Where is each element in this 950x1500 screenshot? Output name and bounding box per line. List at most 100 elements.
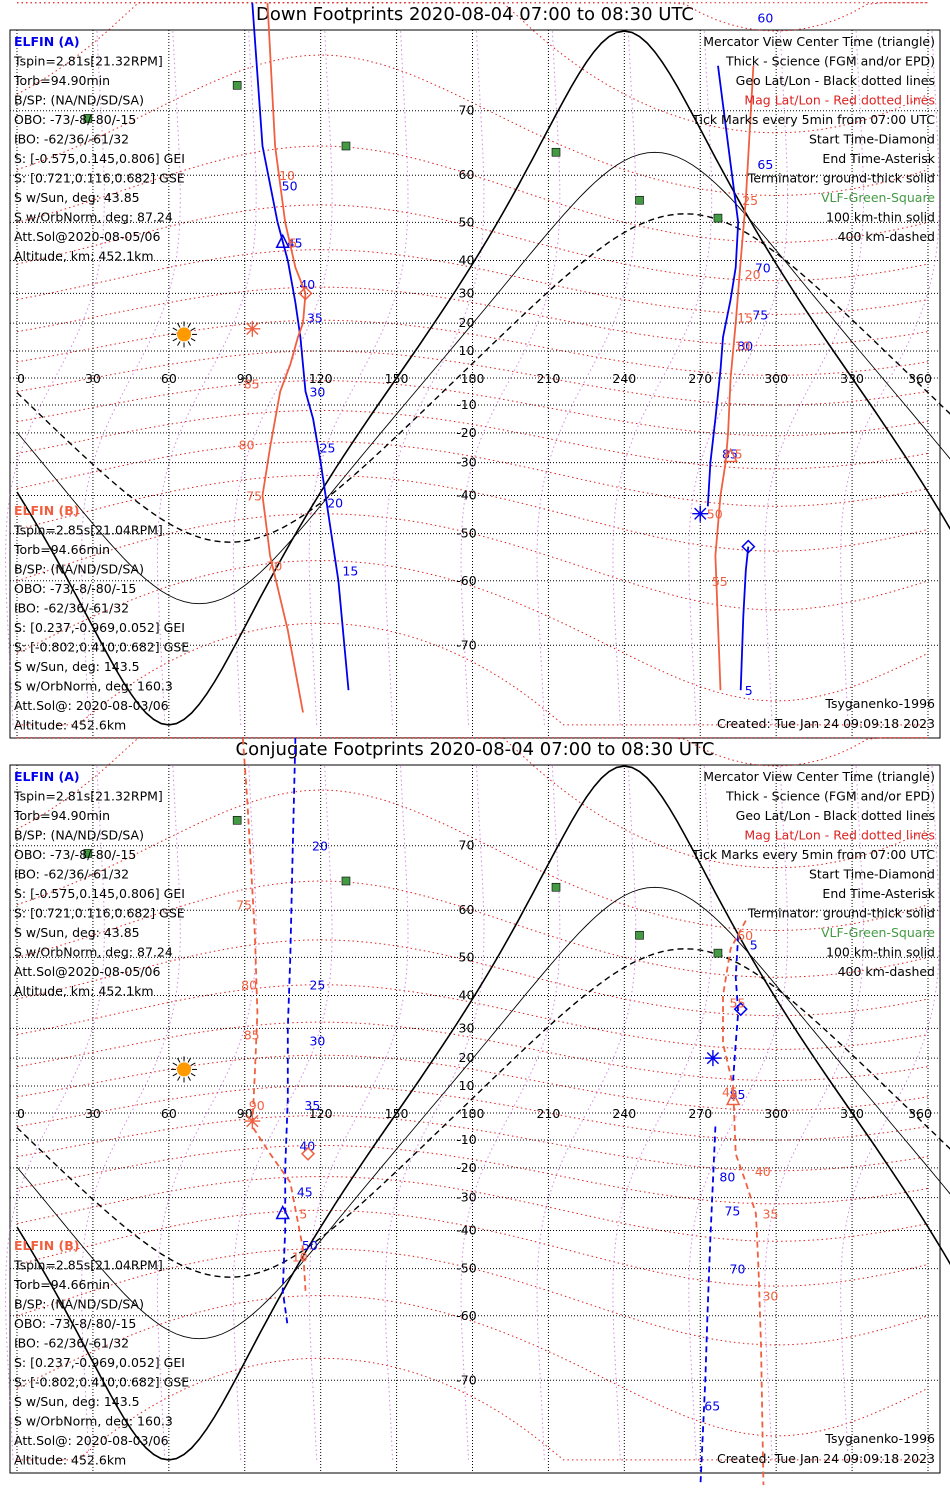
- x-tick-label: 0: [17, 371, 25, 386]
- created-timestamp: Created: Tue Jan 24 09:09:18 2023: [717, 1451, 935, 1466]
- elfin-a-tick-label: 75: [752, 307, 768, 322]
- y-tick-label: 30: [459, 1020, 475, 1035]
- y-tick-label: 10: [459, 1078, 475, 1093]
- legend-line: 100 km-thin solid: [826, 210, 935, 225]
- elfin-b-tick-label: 10: [292, 1249, 308, 1264]
- sun-icon: [177, 327, 192, 342]
- elfin-a-tick-label: 60: [757, 11, 773, 26]
- y-tick-label: 70: [459, 103, 475, 118]
- x-tick-label: 270: [688, 1106, 712, 1121]
- elfin-a-info-line: Att.Sol@2020-08-05/06: [14, 229, 160, 244]
- legend-line: Start Time-Diamond: [809, 132, 935, 147]
- mag-lat-line: [16, 1294, 929, 1437]
- elfin-b-start-diamond: [298, 286, 313, 301]
- sun-ray: [177, 341, 181, 346]
- legend-line: Terminator: ground-thick solid: [747, 171, 935, 186]
- vlf-station-square: [635, 195, 644, 205]
- x-tick-label: 30: [85, 1106, 101, 1121]
- elfin-a-info-line: S: [0.721,0.116,0.682] GSE: [14, 906, 185, 921]
- elfin-a-info-line: IBO: -62/36/-61/32: [14, 867, 129, 882]
- elfin-b-tick-label: 5: [289, 235, 297, 250]
- elfin-a-start-diamond: [733, 1002, 748, 1017]
- elfin-b-tick-label: 85: [244, 1028, 260, 1043]
- elfin-a-info-line: S: [-0.575,0.145,0.806] GEI: [14, 886, 185, 901]
- sun-ray: [172, 1062, 178, 1066]
- mag-lon-line: [688, 31, 789, 725]
- elfin-b-info-line: Att.Sol@: 2020-08-03/06: [14, 698, 169, 713]
- elfin-b-info-line: S: [-0.802,0.410,0.682] GSE: [14, 1375, 189, 1390]
- sun-ray: [177, 1057, 181, 1063]
- vlf-station-square: [341, 876, 351, 886]
- x-tick-label: 360: [908, 1106, 932, 1121]
- x-tick-label: 30: [85, 371, 101, 386]
- y-tick-label: -70: [456, 637, 476, 652]
- plot-frame: [9, 29, 941, 739]
- mag-lat-line: [16, 1144, 929, 1205]
- elfin-b-start-diamond: [300, 1146, 316, 1161]
- mag-lon-line: [156, 31, 257, 725]
- terminator-ground: [16, 765, 950, 1461]
- elfin-b-tick-label: 60: [737, 928, 753, 943]
- elfin-b-info-line: Att.Sol@: 2020-08-03/06: [14, 1433, 169, 1448]
- elfin-b-tick-label: 15: [737, 310, 753, 325]
- elfin-b-tick-label: 5: [735, 446, 743, 461]
- elfin-a-center-triangle: [275, 233, 290, 249]
- sun-ray: [187, 341, 191, 346]
- vlf-station-square: [713, 948, 723, 958]
- legend-line: Thick - Science (FGM and/or EPD): [725, 789, 935, 804]
- mag-lat-line: [16, 1054, 929, 1111]
- elfin-b-tick-label: 80: [239, 437, 255, 452]
- mag-lat-line: [17, 737, 928, 767]
- y-tick-label: -30: [456, 455, 476, 470]
- sun-icon: [177, 1062, 192, 1077]
- asterisk-stroke: [706, 1051, 720, 1065]
- elfin-a-footprint-line-south: [739, 546, 750, 691]
- created-timestamp: Created: Tue Jan 24 09:09:18 2023: [717, 716, 935, 731]
- elfin-a-info-line: S w/Sun, deg: 43.85: [14, 925, 140, 940]
- sun-ray: [190, 327, 196, 331]
- legend-line: 100 km-thin solid: [826, 945, 935, 960]
- elfin-a-footprint-line-east: [732, 935, 740, 1081]
- elfin-b-footprint-line-east: [714, 65, 755, 691]
- elfin-b-tick-label: 75: [236, 898, 252, 913]
- elfin-b-info-line: IBO: -62/36/-61/32: [14, 601, 129, 616]
- sun-ray: [187, 1076, 191, 1081]
- x-tick-label: 300: [764, 1106, 788, 1121]
- y-tick-label: -10: [456, 1132, 476, 1147]
- x-tick-label: 360: [908, 371, 932, 386]
- y-tick-label: -60: [456, 1308, 476, 1323]
- elfin-b-footprint-line: [261, 2, 307, 713]
- legend-line: Thick - Science (FGM and/or EPD): [725, 54, 935, 69]
- elfin-b-center-triangle: [723, 447, 738, 463]
- y-tick-label: -10: [456, 397, 476, 412]
- y-tick-label: 20: [459, 1050, 475, 1065]
- elfin-a-tick-label: 70: [755, 260, 771, 275]
- mag-lat-line: [16, 319, 929, 376]
- elfin-a-footprint-line-east: [706, 65, 740, 507]
- legend-line: Mag Lat/Lon - Red dotted lines: [744, 93, 935, 108]
- mag-lat-line: [17, 2, 928, 32]
- elfin-a-info-line: Tspin=2.81s[21.32RPM]: [13, 789, 163, 804]
- x-tick-label: 0: [17, 1106, 25, 1121]
- vlf-station-square: [232, 815, 242, 825]
- elfin-a-info-line: IBO: -62/36/-61/32: [14, 132, 129, 147]
- elfin-b-tick-label: 50: [707, 507, 723, 522]
- elfin-b-info-line: OBO: -73/-8/-80/-15: [14, 581, 136, 596]
- legend-line: Start Time-Diamond: [809, 867, 935, 882]
- elfin-a-end-asterisk: [692, 505, 709, 522]
- y-tick-label: -50: [456, 1261, 476, 1276]
- sun-ray: [177, 1076, 181, 1081]
- elfin-a-info-line: B/SP: (NA/ND/SD/SA): [14, 93, 144, 108]
- terminator-100km: [16, 151, 950, 605]
- y-tick-label: -20: [456, 1160, 476, 1175]
- elfin-a-tick-label: 80: [737, 339, 753, 354]
- y-tick-label: -20: [456, 425, 476, 440]
- elfin-b-tick-label: 20: [745, 267, 761, 282]
- vlf-station-square: [83, 849, 93, 858]
- vlf-station-square: [551, 147, 561, 157]
- y-tick-label: 60: [459, 902, 475, 917]
- panel-title: Conjugate Footprints 2020-08-04 07:00 to…: [235, 739, 715, 760]
- elfin-b-info-line: Torb=94.66min: [13, 1277, 110, 1292]
- mag-lon-line: [612, 766, 713, 1460]
- terminator-100km: [16, 886, 950, 1340]
